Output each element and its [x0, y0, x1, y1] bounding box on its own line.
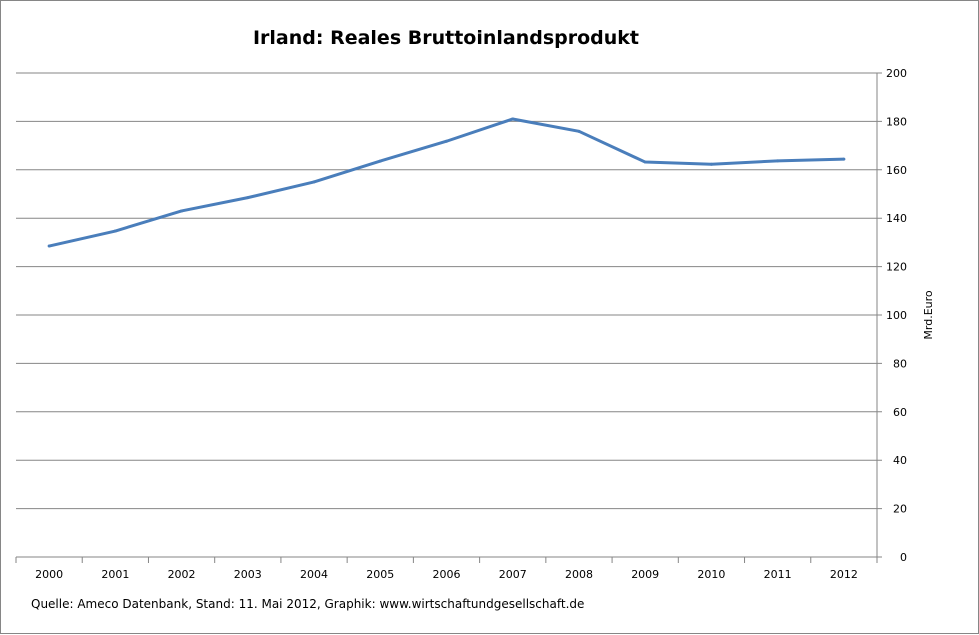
data-point	[709, 162, 713, 166]
x-tick-label: 2003	[234, 568, 262, 581]
y-tick-label: 40	[893, 454, 907, 467]
y-tick-label: 140	[886, 212, 907, 225]
y-axis-label: Mrd.Euro	[922, 290, 935, 340]
y-tick-label: 160	[886, 164, 907, 177]
data-point	[511, 117, 515, 121]
data-point	[577, 129, 581, 133]
y-tick-label: 100	[886, 309, 907, 322]
data-point	[312, 180, 316, 184]
y-tick-label: 80	[893, 357, 907, 370]
data-point	[842, 157, 846, 161]
x-tick-label: 2005	[366, 568, 394, 581]
y-tick-label: 60	[893, 406, 907, 419]
x-tick-label: 2002	[168, 568, 196, 581]
data-point	[246, 196, 250, 200]
x-tick-label: 2001	[101, 568, 129, 581]
data-point	[47, 244, 51, 248]
series-line	[48, 117, 844, 248]
data-point	[378, 159, 382, 163]
y-tick-label: 0	[900, 551, 907, 564]
x-tick-label: 2012	[830, 568, 858, 581]
y-tick-label: 20	[893, 503, 907, 516]
source-note: Quelle: Ameco Datenbank, Stand: 11. Mai …	[31, 597, 585, 611]
data-point	[445, 139, 448, 143]
y-tick-label: 200	[886, 67, 907, 80]
data-point	[180, 209, 184, 213]
data-point	[113, 229, 117, 233]
data-point	[776, 159, 780, 163]
x-tick-label: 2004	[300, 568, 328, 581]
y-tick-label: 180	[886, 115, 907, 128]
x-tick-label: 2008	[565, 568, 593, 581]
x-tick-label: 2007	[499, 568, 527, 581]
x-tick-label: 2010	[697, 568, 725, 581]
data-point	[643, 160, 647, 164]
x-tick-label: 2011	[764, 568, 792, 581]
x-tick-label: 2006	[433, 568, 461, 581]
x-tick-label: 2009	[631, 568, 659, 581]
y-tick-label: 120	[886, 261, 907, 274]
chart-title: Irland: Reales Bruttoinlandsprodukt	[252, 27, 640, 49]
x-tick-label: 2000	[35, 568, 63, 581]
